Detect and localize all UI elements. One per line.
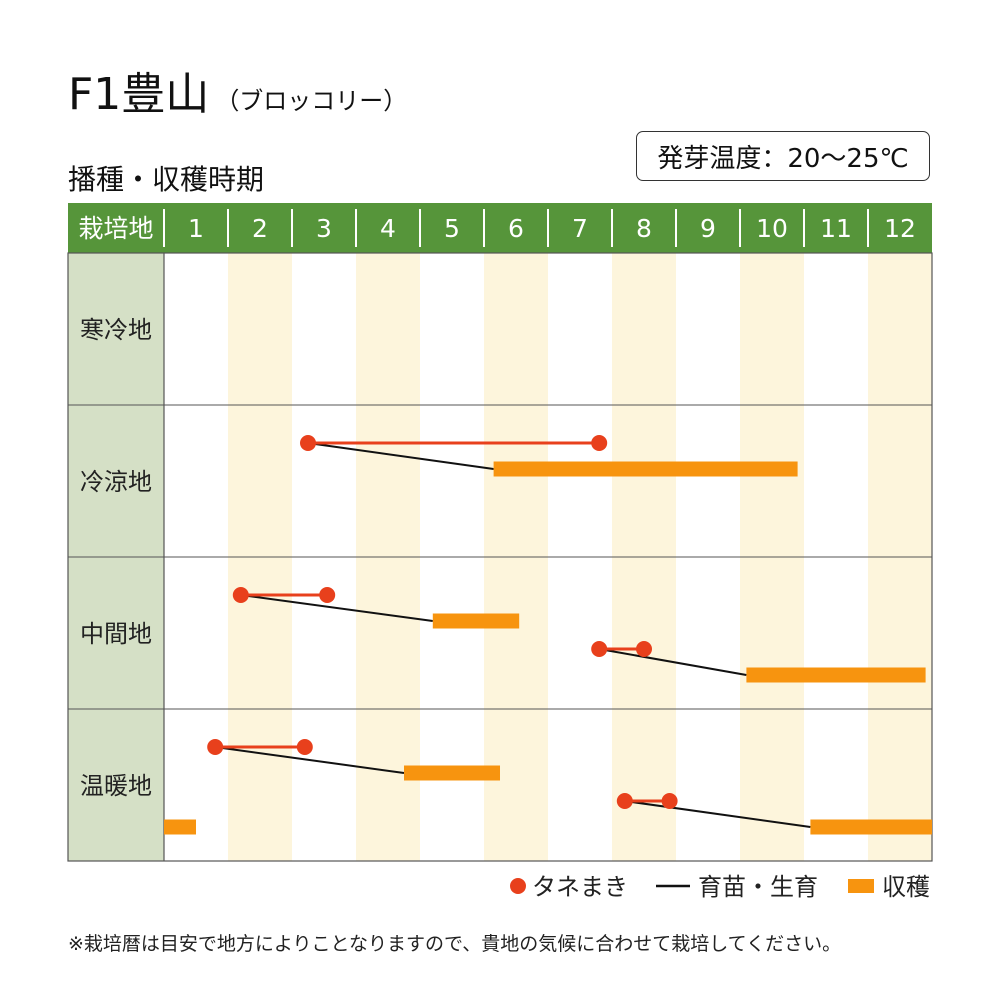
seedling-line	[307, 442, 494, 470]
legend-sowing-marker	[510, 878, 526, 894]
region-label: 冷涼地	[80, 468, 152, 496]
sowing-dot	[636, 641, 652, 657]
harvest-bar	[746, 667, 926, 683]
region-label: 寒冷地	[80, 316, 152, 344]
harvest-bar	[404, 765, 500, 781]
header-bar	[68, 203, 932, 253]
month-label: 4	[380, 214, 396, 243]
month-label: 10	[756, 214, 788, 243]
sowing-dot	[319, 587, 336, 603]
sowing-dot	[591, 641, 608, 657]
seedling-line	[240, 594, 433, 622]
page-title: F1豊山	[68, 69, 210, 120]
legend-seedling-label: 育苗・生育	[698, 873, 818, 901]
region-label: 温暖地	[80, 772, 152, 800]
legend-sowing-label: タネまき	[532, 873, 628, 901]
month-label: 9	[700, 214, 716, 243]
sowing-dot	[591, 435, 608, 451]
seedling-line	[215, 746, 405, 774]
sowing-dot	[300, 435, 316, 451]
month-label: 1	[188, 214, 204, 243]
seedling-line	[624, 800, 811, 828]
header-label: 栽培地	[78, 214, 153, 243]
month-label: 8	[636, 214, 652, 243]
sowing-dot	[296, 739, 313, 755]
chart-frame	[67, 252, 933, 862]
legend-harvest-marker	[848, 879, 874, 893]
chart-subtitle: 播種・収穫時期	[68, 163, 265, 196]
month-label: 6	[508, 214, 524, 243]
month-label: 3	[316, 214, 332, 243]
seedling-line	[599, 648, 747, 676]
harvest-bar	[810, 819, 932, 835]
sowing-dot	[661, 793, 678, 809]
germination-temp-badge: 発芽温度：20～25℃	[636, 131, 930, 181]
month-label: 11	[820, 214, 852, 243]
sowing-dot	[232, 587, 249, 603]
sowing-dot	[207, 739, 224, 755]
legend-harvest-label: 収穫	[882, 873, 930, 901]
month-label: 12	[884, 214, 916, 243]
title-row: F1豊山 （ブロッコリー）	[68, 58, 407, 122]
month-label: 2	[252, 214, 268, 243]
harvest-bar	[432, 613, 520, 629]
harvest-bar	[164, 819, 196, 835]
month-label: 7	[572, 214, 588, 243]
page-title-sub: （ブロッコリー）	[215, 87, 408, 115]
region-label: 中間地	[80, 620, 152, 648]
month-label: 5	[444, 214, 460, 243]
harvest-bar	[493, 461, 798, 477]
sowing-dot	[616, 793, 633, 809]
footnote: ※栽培暦は目安で地方によりことなりますので、貴地の気候に合わせて栽培してください…	[68, 933, 842, 955]
